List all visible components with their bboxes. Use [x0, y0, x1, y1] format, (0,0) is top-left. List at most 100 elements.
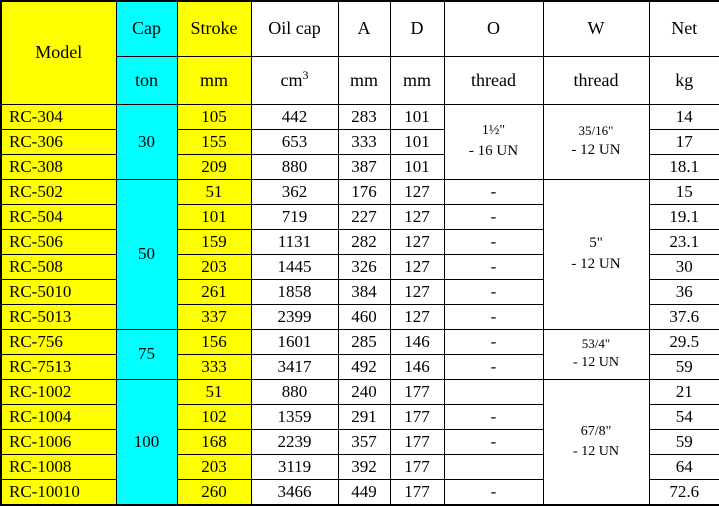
d-cell: 127: [389, 303, 445, 330]
o-thread-line2: - 16 UN: [468, 142, 519, 159]
table-row: RC-1006 168 2239 357 177 - 59: [0, 428, 719, 455]
stroke-cell: 101: [176, 203, 252, 230]
w-thread-cell: 67/8" - 12 UN: [542, 378, 650, 506]
d-cell: 127: [389, 228, 445, 255]
stroke-cell: 155: [176, 128, 252, 155]
o-thread-cell: -: [443, 428, 544, 455]
model-cell: RC-504: [0, 203, 117, 230]
w-thread-cell: 5" - 12 UN: [542, 178, 650, 330]
model-cell: RC-1004: [0, 403, 117, 430]
a-cell: 227: [337, 203, 391, 230]
o-thread-line1: 1½": [481, 123, 506, 139]
unit-net-kg: kg: [648, 55, 719, 105]
oil-cap-cell: 719: [250, 203, 339, 230]
net-cell: 72.6: [648, 478, 719, 506]
stroke-cell: 105: [176, 103, 252, 130]
oil-cap-cell: 653: [250, 128, 339, 155]
a-cell: 291: [337, 403, 391, 430]
a-cell: 392: [337, 453, 391, 480]
model-cell: RC-5010: [0, 278, 117, 305]
o-thread-cell: -: [443, 278, 544, 305]
unit-cap-ton: ton: [115, 55, 178, 105]
net-cell: 14: [648, 103, 719, 130]
model-cell: RC-502: [0, 178, 117, 205]
o-thread-cell: [443, 378, 544, 405]
d-cell: 127: [389, 278, 445, 305]
a-cell: 384: [337, 278, 391, 305]
o-thread-cell: 1½" - 16 UN: [443, 103, 544, 180]
header-a: A: [337, 0, 391, 57]
oil-cap-cell: 880: [250, 153, 339, 180]
model-cell: RC-1006: [0, 428, 117, 455]
o-thread-cell: -: [443, 403, 544, 430]
oil-cap-cell: 1601: [250, 328, 339, 355]
cap-cell: 75: [115, 328, 178, 380]
header-o: O: [443, 0, 544, 57]
cap-cell: 50: [115, 178, 178, 330]
a-cell: 387: [337, 153, 391, 180]
a-cell: 282: [337, 228, 391, 255]
header-oil-cap: Oil cap: [250, 0, 339, 57]
stroke-cell: 333: [176, 353, 252, 380]
o-thread-cell: -: [443, 253, 544, 280]
unit-oil-cm3: cm3: [250, 55, 339, 105]
net-cell: 23.1: [648, 228, 719, 255]
stroke-cell: 337: [176, 303, 252, 330]
w-thread-line1: 67/8": [580, 424, 612, 440]
d-cell: 127: [389, 178, 445, 205]
d-cell: 177: [389, 478, 445, 506]
net-cell: 30: [648, 253, 719, 280]
d-cell: 146: [389, 353, 445, 380]
w-thread-cell: 35/16" - 12 UN: [542, 103, 650, 180]
stroke-cell: 102: [176, 403, 252, 430]
w-thread-line2: - 12 UN: [571, 256, 621, 273]
model-cell: RC-5013: [0, 303, 117, 330]
table-row: RC-306 155 653 333 101 17: [0, 128, 719, 155]
net-cell: 19.1: [648, 203, 719, 230]
d-cell: 101: [389, 128, 445, 155]
o-thread-cell: -: [443, 353, 544, 380]
oil-cap-cell: 3466: [250, 478, 339, 506]
stroke-cell: 168: [176, 428, 252, 455]
d-cell: 101: [389, 153, 445, 180]
table-row: RC-1004 102 1359 291 177 - 54: [0, 403, 719, 430]
model-cell: RC-756: [0, 328, 117, 355]
header-cap: Cap: [115, 0, 178, 57]
table-row: RC-304 30 105 442 283 101 1½" - 16 UN 35…: [0, 103, 719, 180]
w-thread-line2: - 12 UN: [571, 142, 621, 159]
oil-cap-cell: 1445: [250, 253, 339, 280]
model-cell: RC-508: [0, 253, 117, 280]
stroke-cell: 156: [176, 328, 252, 355]
d-cell: 127: [389, 253, 445, 280]
header-model: Model: [0, 0, 117, 105]
table-row: RC-502 50 51 362 176 127 - 5" - 12 UN 15: [0, 178, 719, 330]
a-cell: 326: [337, 253, 391, 280]
o-thread-cell: -: [443, 178, 544, 205]
header-w: W: [542, 0, 650, 57]
o-thread-cell: -: [443, 228, 544, 255]
w-thread-line2: - 12 UN: [573, 443, 619, 459]
header-stroke: Stroke: [176, 0, 252, 57]
oil-cap-cell: 3119: [250, 453, 339, 480]
stroke-cell: 203: [176, 253, 252, 280]
net-cell: 64: [648, 453, 719, 480]
stroke-cell: 260: [176, 478, 252, 506]
w-thread-line1: 53/4": [581, 336, 611, 352]
oil-cap-cell: 1858: [250, 278, 339, 305]
unit-d-mm: mm: [389, 55, 445, 105]
unit-o-thread: thread: [443, 55, 544, 105]
oil-cap-cell: 3417: [250, 353, 339, 380]
table-row: RC-756 75 156 1601 285 146 - 53/4" - 12 …: [0, 328, 719, 380]
stroke-cell: 51: [176, 378, 252, 405]
oil-cap-cell: 2239: [250, 428, 339, 455]
table-row: RC-10010 260 3466 449 177 - 72.6: [0, 478, 719, 506]
header-d: D: [389, 0, 445, 57]
model-cell: RC-7513: [0, 353, 117, 380]
o-thread-cell: -: [443, 328, 544, 355]
stroke-cell: 203: [176, 453, 252, 480]
model-cell: RC-306: [0, 128, 117, 155]
oil-cap-cell: 880: [250, 378, 339, 405]
table-row: RC-1002 100 51 880 240 177 67/8" - 12 UN…: [0, 378, 719, 506]
oil-cap-cell: 1131: [250, 228, 339, 255]
